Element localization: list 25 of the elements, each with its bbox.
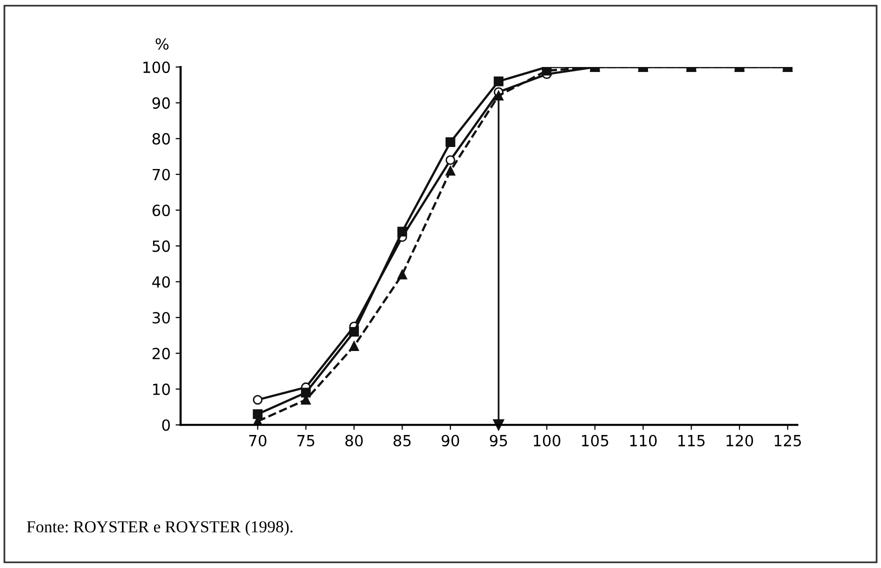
x-tick-label: 95 (490, 434, 507, 446)
y-tick-label: 20 (152, 348, 170, 360)
x-tick-label: 105 (582, 434, 608, 446)
y-axis-title: % (156, 38, 169, 50)
y-tick-label: 90 (152, 97, 170, 109)
y-tick-label: 50 (152, 240, 170, 252)
x-tick-label: 70 (249, 434, 266, 446)
y-tick-label: 80 (152, 133, 170, 145)
x-tick-label: 115 (678, 435, 705, 446)
y-tick-label: 10 (153, 384, 170, 396)
x-tick-label: 100 (534, 434, 560, 446)
x-tick-label: 110 (630, 434, 657, 446)
y-tick-label: 70 (152, 168, 170, 180)
y-tick-label: 40 (152, 276, 170, 288)
x-tick-label: 120 (726, 434, 754, 446)
y-tick-label: 0 (162, 419, 170, 431)
y-tick-label: 60 (152, 204, 170, 216)
x-tick-label: 90 (442, 434, 460, 446)
x-tick-label: 75 (297, 435, 314, 446)
x-tick-label: 125 (774, 434, 801, 446)
y-tick-label: 30 (152, 312, 170, 324)
y-tick-label: 100 (143, 61, 170, 74)
x-tick-label: 80 (345, 434, 363, 446)
x-tick-label: 85 (394, 434, 411, 446)
source-note: Fonte: ROYSTER e ROYSTER (1998). (26, 520, 292, 536)
